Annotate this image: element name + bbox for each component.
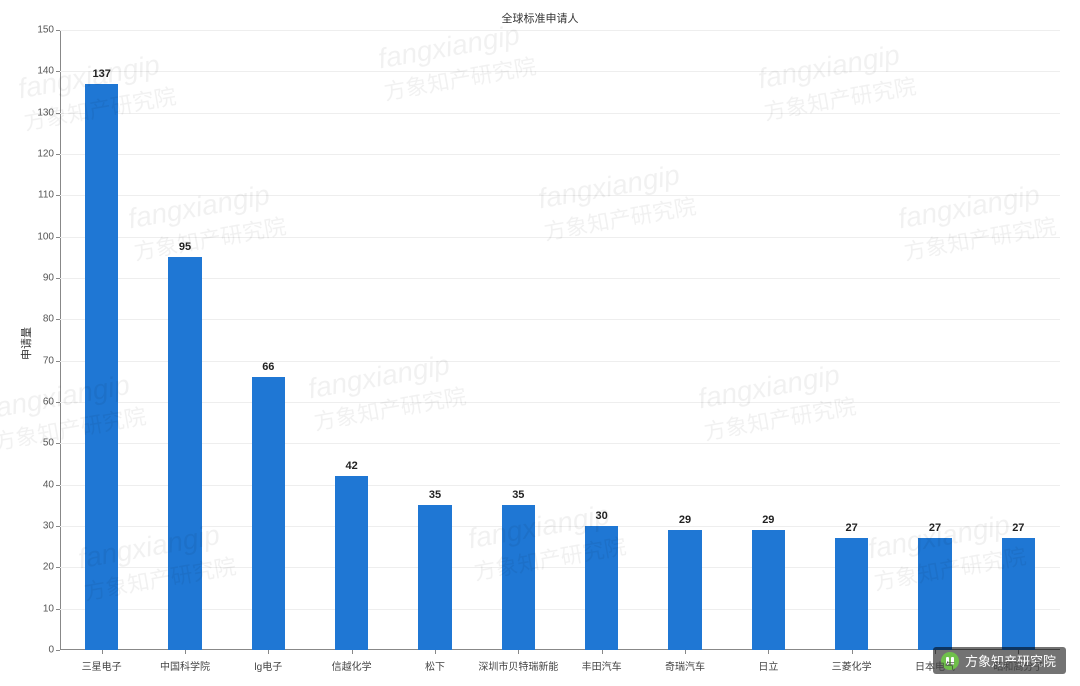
y-tick <box>56 154 60 155</box>
bar: 27 <box>1002 538 1035 650</box>
gridline <box>60 485 1060 486</box>
y-tick-label: 150 <box>30 25 54 36</box>
bar: 66 <box>252 377 285 650</box>
y-tick <box>56 113 60 114</box>
y-tick-label: 110 <box>30 190 54 201</box>
bar-value-label: 30 <box>585 510 618 522</box>
gridline <box>60 609 1060 610</box>
y-tick <box>56 609 60 610</box>
y-tick <box>56 567 60 568</box>
bar: 95 <box>168 257 201 650</box>
gridline <box>60 319 1060 320</box>
y-tick-label: 60 <box>30 397 54 408</box>
bar-value-label: 29 <box>752 514 785 526</box>
bar-value-label: 27 <box>835 522 868 534</box>
x-tick-label: 丰田汽车 <box>582 658 622 673</box>
bar: 30 <box>585 526 618 650</box>
y-tick-label: 50 <box>30 438 54 449</box>
x-tick <box>435 650 436 654</box>
x-tick <box>685 650 686 654</box>
x-tick-label: 三星电子 <box>82 658 122 673</box>
bar-value-label: 29 <box>668 514 701 526</box>
x-tick-label: 昭和高分子 <box>993 658 1043 673</box>
gridline <box>60 30 1060 31</box>
x-tick-label: 信越化学 <box>332 658 372 673</box>
y-tick-label: 90 <box>30 273 54 284</box>
x-tick <box>602 650 603 654</box>
bar-value-label: 27 <box>918 522 951 534</box>
y-tick <box>56 402 60 403</box>
y-tick <box>56 485 60 486</box>
y-tick <box>56 237 60 238</box>
x-tick-label: 深圳市贝特瑞新能 <box>478 658 558 673</box>
x-tick <box>518 650 519 654</box>
bar-value-label: 35 <box>502 489 535 501</box>
y-tick <box>56 319 60 320</box>
bar-value-label: 137 <box>85 68 118 80</box>
bar-value-label: 66 <box>252 361 285 373</box>
gridline <box>60 154 1060 155</box>
bar: 42 <box>335 476 368 650</box>
x-tick <box>268 650 269 654</box>
bar: 27 <box>918 538 951 650</box>
x-axis-line <box>60 649 1060 650</box>
y-tick-label: 10 <box>30 603 54 614</box>
y-tick-label: 70 <box>30 355 54 366</box>
y-tick-label: 30 <box>30 521 54 532</box>
x-tick <box>185 650 186 654</box>
gridline <box>60 278 1060 279</box>
y-tick-label: 40 <box>30 479 54 490</box>
y-tick <box>56 443 60 444</box>
x-tick-label: 日立 <box>758 658 778 673</box>
y-tick-label: 100 <box>30 231 54 242</box>
plot-area: 1379566423535302929272727 <box>60 30 1060 650</box>
bar-value-label: 95 <box>168 241 201 253</box>
bar: 35 <box>502 505 535 650</box>
y-tick <box>56 650 60 651</box>
bar-chart: 全球标准申请人 1379566423535302929272727 申请量 <box>0 0 1080 686</box>
bar: 137 <box>85 84 118 650</box>
x-tick-label: 中国科学院 <box>160 658 210 673</box>
y-tick <box>56 30 60 31</box>
x-tick-label: 日本电气 <box>915 658 955 673</box>
y-tick <box>56 195 60 196</box>
gridline <box>60 567 1060 568</box>
y-tick-label: 20 <box>30 562 54 573</box>
y-tick <box>56 71 60 72</box>
x-tick <box>352 650 353 654</box>
gridline <box>60 361 1060 362</box>
bar: 35 <box>418 505 451 650</box>
x-tick-label: 松下 <box>425 658 445 673</box>
gridline <box>60 402 1060 403</box>
gridline <box>60 113 1060 114</box>
x-tick-label: 奇瑞汽车 <box>665 658 705 673</box>
gridline <box>60 195 1060 196</box>
bar: 29 <box>668 530 701 650</box>
gridline <box>60 443 1060 444</box>
y-tick-label: 140 <box>30 66 54 77</box>
bar-value-label: 27 <box>1002 522 1035 534</box>
y-tick <box>56 278 60 279</box>
y-tick-label: 130 <box>30 107 54 118</box>
bar: 27 <box>835 538 868 650</box>
y-tick <box>56 361 60 362</box>
y-tick-label: 120 <box>30 149 54 160</box>
x-tick <box>102 650 103 654</box>
chart-title: 全球标准申请人 <box>0 10 1080 26</box>
y-tick <box>56 526 60 527</box>
bar-value-label: 42 <box>335 460 368 472</box>
y-axis-line <box>60 30 61 650</box>
gridline <box>60 526 1060 527</box>
bar: 29 <box>752 530 785 650</box>
gridline <box>60 71 1060 72</box>
x-tick-label: 三菱化学 <box>832 658 872 673</box>
x-tick <box>852 650 853 654</box>
x-tick <box>768 650 769 654</box>
gridline <box>60 237 1060 238</box>
x-tick-label: lg电子 <box>254 658 282 673</box>
y-tick-label: 0 <box>30 645 54 656</box>
bar-value-label: 35 <box>418 489 451 501</box>
y-tick-label: 80 <box>30 314 54 325</box>
